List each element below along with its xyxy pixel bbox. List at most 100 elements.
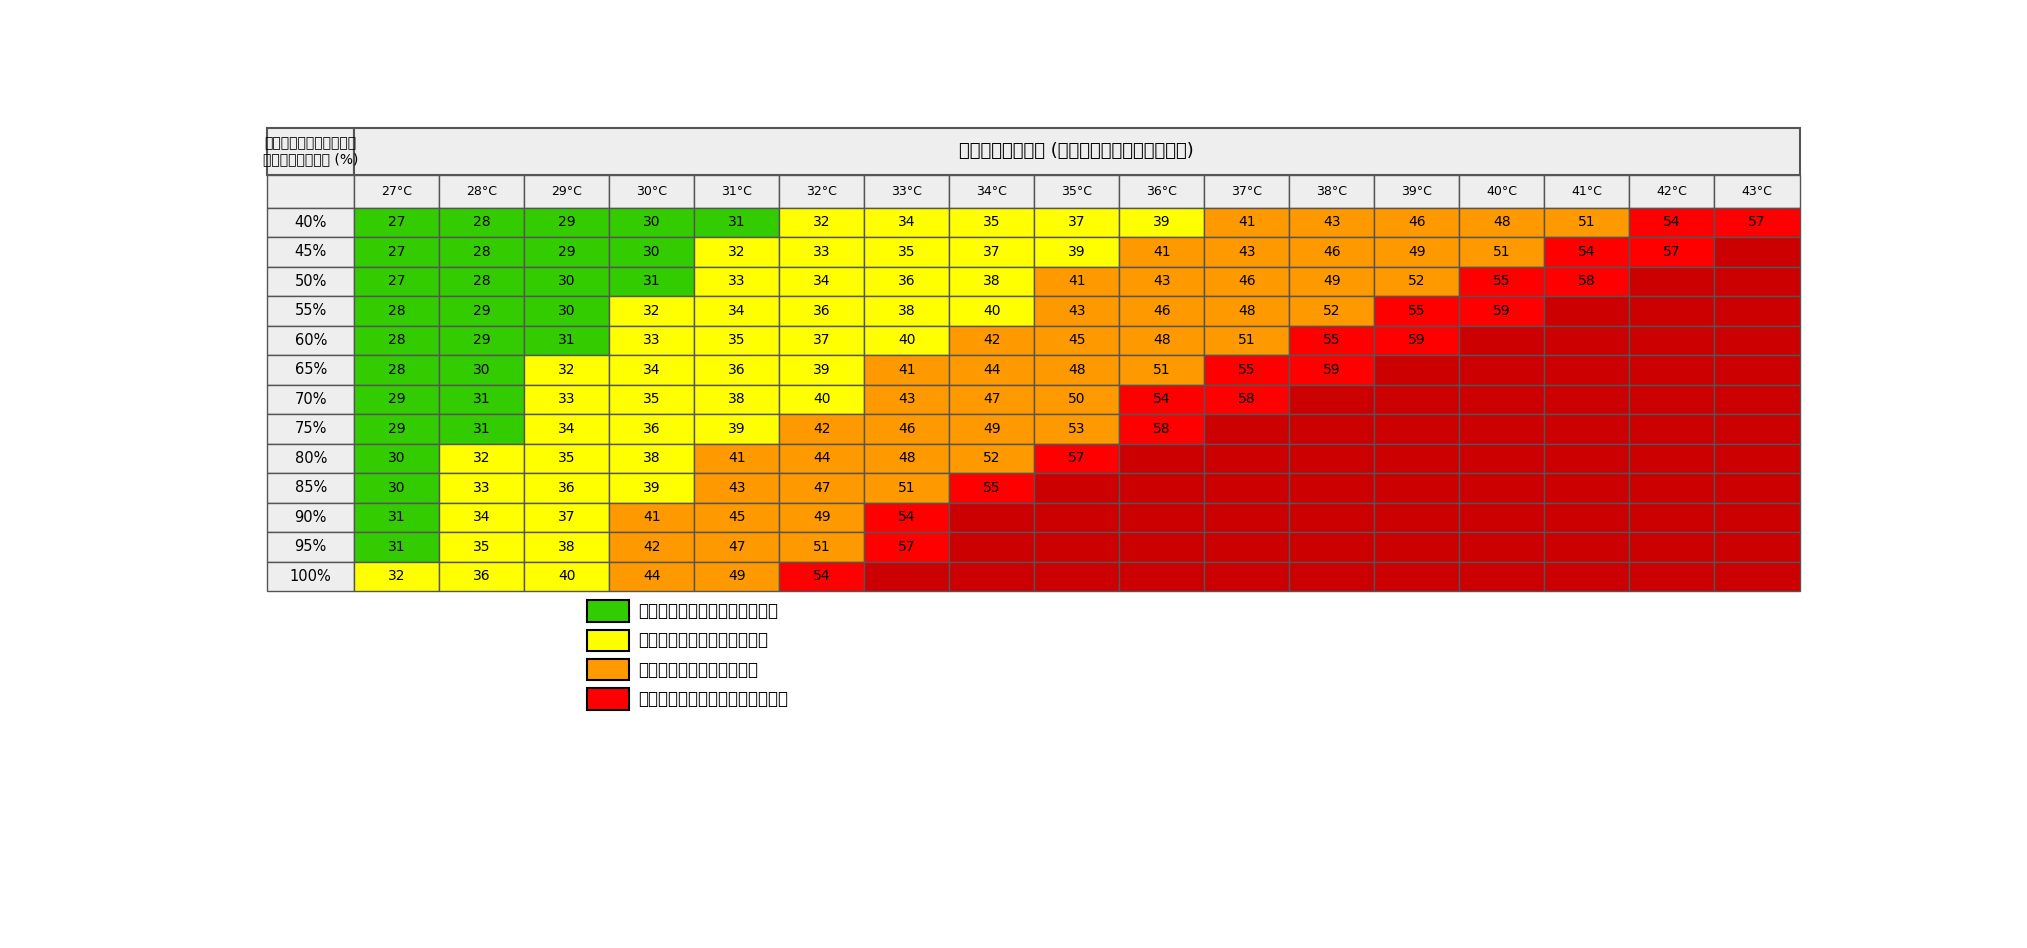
Text: 49: 49 (1324, 274, 1340, 288)
Text: 31: 31 (387, 540, 405, 554)
Bar (268, 414, 355, 444)
Bar (1715, 208, 1800, 237)
Bar (525, 326, 610, 356)
Text: 54: 54 (813, 570, 831, 583)
Bar (1119, 414, 1204, 444)
Bar (1204, 444, 1289, 473)
Text: ระดับอันตรายมาก: ระดับอันตรายมาก (639, 690, 789, 708)
Bar (1459, 175, 1545, 208)
Bar (268, 237, 355, 266)
Text: 41: 41 (1238, 215, 1255, 229)
Bar (355, 356, 440, 385)
Bar (1289, 561, 1374, 592)
Text: 34: 34 (472, 510, 491, 524)
Text: 34: 34 (643, 363, 661, 377)
Text: 49: 49 (983, 422, 1001, 436)
Bar (1119, 532, 1204, 561)
Text: 32: 32 (472, 451, 491, 465)
Bar (1459, 561, 1545, 592)
Text: 45%: 45% (294, 245, 326, 260)
Text: 47: 47 (813, 481, 831, 495)
Text: 36: 36 (472, 570, 491, 583)
Bar (355, 385, 440, 414)
Text: 30: 30 (557, 274, 576, 288)
Bar (693, 561, 778, 592)
Bar (778, 237, 864, 266)
Text: 36: 36 (728, 363, 746, 377)
Bar (864, 237, 949, 266)
Text: 58: 58 (1153, 422, 1172, 436)
Bar (1119, 473, 1204, 502)
Bar (1545, 561, 1630, 592)
Bar (1204, 237, 1289, 266)
Bar (1034, 532, 1119, 561)
Text: 30: 30 (643, 245, 661, 259)
Bar (525, 532, 610, 561)
Text: อุณหภูมิ (องศาเซลเซียส): อุณหภูมิ (องศาเซลเซียส) (959, 142, 1194, 160)
Text: 52: 52 (1409, 274, 1425, 288)
Text: 38: 38 (898, 304, 916, 318)
Text: 34: 34 (898, 215, 916, 229)
Text: 59: 59 (1409, 334, 1425, 347)
Text: 43: 43 (1324, 215, 1340, 229)
Bar (1034, 414, 1119, 444)
Bar (864, 326, 949, 356)
Bar (949, 356, 1034, 385)
Text: 37: 37 (557, 510, 576, 524)
Text: 50: 50 (1068, 392, 1086, 407)
Bar (1374, 266, 1459, 296)
Text: 28°C: 28°C (466, 185, 497, 198)
Bar (525, 296, 610, 326)
Text: 35: 35 (983, 215, 1001, 229)
Bar (440, 326, 525, 356)
Text: 40°C: 40°C (1486, 185, 1518, 198)
Text: 30: 30 (643, 215, 661, 229)
Bar (1034, 208, 1119, 237)
Text: 40: 40 (813, 392, 831, 407)
Bar (440, 208, 525, 237)
Text: 51: 51 (813, 540, 831, 554)
Bar (1545, 385, 1630, 414)
Bar (693, 175, 778, 208)
Bar (1204, 326, 1289, 356)
Bar (525, 385, 610, 414)
Bar (1459, 266, 1545, 296)
Text: 54: 54 (1579, 245, 1595, 259)
Bar (1630, 296, 1715, 326)
Bar (525, 266, 610, 296)
Bar (864, 175, 949, 208)
Text: 35: 35 (643, 392, 661, 407)
Bar (1630, 385, 1715, 414)
Bar (268, 266, 355, 296)
Text: 41: 41 (1068, 274, 1086, 288)
Bar (864, 473, 949, 502)
Bar (1630, 175, 1715, 208)
Text: 44: 44 (643, 570, 661, 583)
Text: 100%: 100% (290, 569, 332, 584)
Bar (1204, 473, 1289, 502)
Text: 51: 51 (1153, 363, 1172, 377)
Bar (1545, 502, 1630, 532)
Text: 36: 36 (813, 304, 831, 318)
Bar (268, 561, 355, 592)
Text: 38: 38 (728, 392, 746, 407)
Text: 53: 53 (1068, 422, 1086, 436)
Text: 39°C: 39°C (1401, 185, 1433, 198)
Text: 36: 36 (643, 422, 661, 436)
Bar (610, 532, 693, 561)
Bar (586, 629, 628, 651)
Bar (1289, 502, 1374, 532)
Text: 30°C: 30°C (636, 185, 667, 198)
Text: 38°C: 38°C (1316, 185, 1348, 198)
Bar (1459, 296, 1545, 326)
Text: 42: 42 (813, 422, 831, 436)
Text: 43: 43 (1068, 304, 1086, 318)
Text: 37: 37 (1068, 215, 1086, 229)
Text: 46: 46 (1409, 215, 1425, 229)
Bar (778, 444, 864, 473)
Bar (525, 356, 610, 385)
Text: 45: 45 (1068, 334, 1086, 347)
Text: 32°C: 32°C (807, 185, 837, 198)
Text: 27: 27 (387, 215, 405, 229)
Bar (355, 414, 440, 444)
